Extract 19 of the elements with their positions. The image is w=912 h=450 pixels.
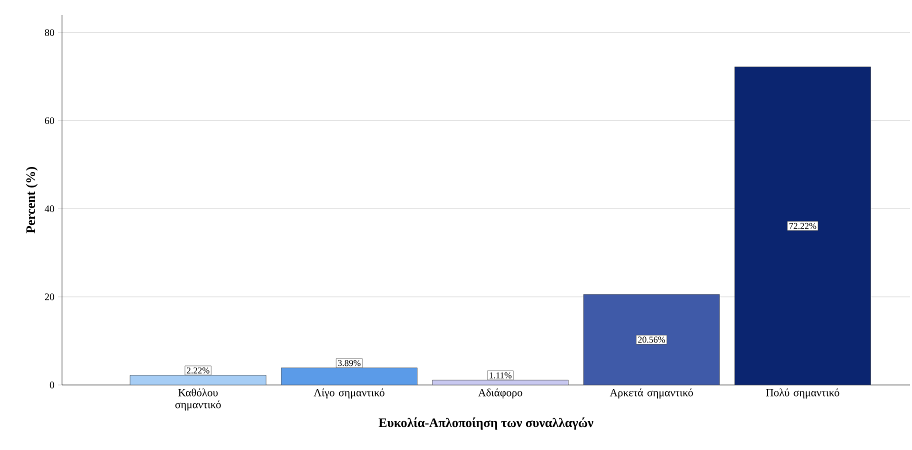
x-tick-label: Λίγο σημαντικό [314,388,384,399]
data-label: 72.22% [789,222,816,229]
data-label: 3.89% [338,360,360,366]
data-label: 1.11% [490,372,512,378]
y-tick-label: 80 [44,29,54,36]
x-tick-label: Αδιάφορο [478,388,522,399]
data-label: 20.56% [638,336,666,343]
data-label: 2.22% [186,367,210,374]
bar [734,66,871,385]
y-tick-label: 20 [44,294,54,300]
y-tick-label: 60 [44,117,54,124]
bar [583,294,720,385]
x-tick-label: Αρκετά σημαντικό [610,388,693,399]
y-tick-label: 0 [50,382,54,388]
x-axis-title: Ευκολία-Απλοποίηση των συναλλαγών [378,417,594,430]
x-tick-label: Καθόλου σημαντικό [175,388,221,411]
y-tick-label: 40 [44,205,54,212]
y-axis-title: Percent (%) [26,167,38,234]
x-tick-label: Πολύ σημαντικό [766,388,840,399]
